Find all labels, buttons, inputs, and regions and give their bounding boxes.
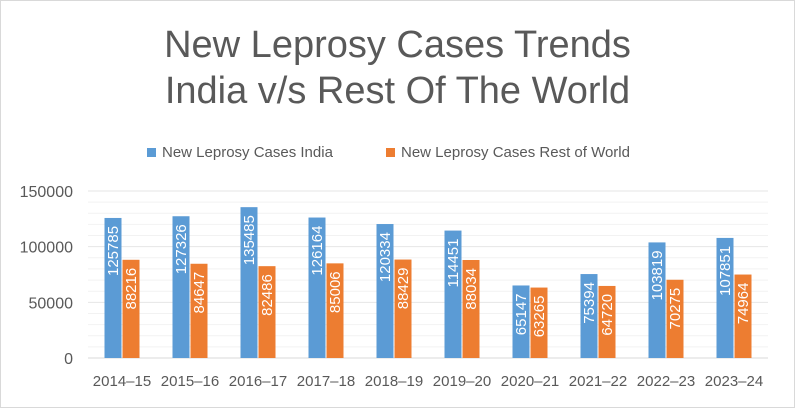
legend-item-rest-of-world: New Leprosy Cases Rest of World — [386, 142, 630, 162]
data-label: 88429 — [395, 268, 412, 310]
x-tick-label: 2023–24 — [705, 373, 763, 390]
data-label: 85006 — [327, 271, 344, 313]
y-tick-label: 100000 — [20, 240, 73, 257]
data-label: 74964 — [735, 283, 752, 325]
bar-india — [648, 242, 666, 358]
data-label: 127326 — [173, 224, 190, 274]
data-label: 75394 — [581, 282, 598, 324]
bar-rest-of-world — [734, 274, 752, 358]
data-label: 103819 — [649, 250, 666, 300]
bar-rest-of-world — [122, 259, 140, 358]
legend-item-india: New Leprosy Cases India — [147, 142, 333, 162]
x-tick-label: 2019–20 — [433, 373, 491, 390]
y-tick-label: 150000 — [20, 184, 73, 201]
data-label: 65147 — [513, 293, 530, 335]
data-label: 70275 — [667, 288, 684, 330]
x-tick-label: 2016–17 — [229, 373, 287, 390]
bar-india — [172, 216, 190, 358]
chart-title-line-1: New Leprosy Cases Trends — [164, 24, 631, 66]
x-tick-label: 2020–21 — [501, 373, 559, 390]
bar-rest-of-world — [326, 263, 344, 358]
chart-title-line-2: India v/s Rest Of The World — [164, 70, 631, 112]
data-label: 64720 — [599, 294, 616, 336]
x-tick-label: 2017–18 — [297, 373, 355, 390]
data-label: 107851 — [717, 246, 734, 296]
bar-rest-of-world — [666, 279, 684, 358]
bar-rest-of-world — [530, 287, 548, 358]
x-tick-label: 2014–15 — [93, 373, 151, 390]
data-label: 120334 — [377, 232, 394, 282]
bar-rest-of-world — [394, 259, 412, 358]
legend-swatch-rest-of-world — [386, 147, 395, 157]
bar-india — [512, 285, 530, 358]
data-label: 126164 — [309, 226, 326, 276]
chart-title: New Leprosy Cases Trends India v/s Rest … — [0, 22, 795, 114]
data-label: 82486 — [259, 274, 276, 316]
chart-legend: New Leprosy Cases India New Leprosy Case… — [0, 142, 795, 162]
y-tick-label: 0 — [64, 351, 73, 368]
data-label: 63265 — [531, 296, 548, 338]
bar-india — [716, 237, 734, 358]
bar-india — [240, 207, 258, 358]
data-label: 88216 — [123, 268, 140, 310]
legend-label-india: New Leprosy Cases India — [162, 143, 333, 161]
bar-india — [444, 230, 462, 358]
x-tick-label: 2021–22 — [569, 373, 627, 390]
data-label: 125785 — [105, 226, 122, 276]
x-tick-label: 2015–16 — [161, 373, 219, 390]
bar-rest-of-world — [190, 263, 208, 358]
legend-swatch-india — [147, 147, 156, 157]
data-label: 135485 — [241, 215, 258, 265]
bar-rest-of-world — [462, 259, 480, 358]
x-tick-label: 2022–23 — [637, 373, 695, 390]
bar-india — [376, 224, 394, 358]
x-tick-label: 2018–19 — [365, 373, 423, 390]
data-label: 114451 — [445, 239, 462, 288]
bar-india — [104, 217, 122, 358]
legend-label-rest-of-world: New Leprosy Cases Rest of World — [401, 143, 630, 161]
bar-india — [580, 274, 598, 358]
bar-rest-of-world — [258, 266, 276, 358]
y-tick-label: 50000 — [29, 295, 74, 312]
data-label: 84647 — [191, 272, 208, 314]
data-label: 88034 — [463, 268, 480, 310]
bar-rest-of-world — [598, 285, 616, 358]
bar-india — [308, 217, 326, 358]
